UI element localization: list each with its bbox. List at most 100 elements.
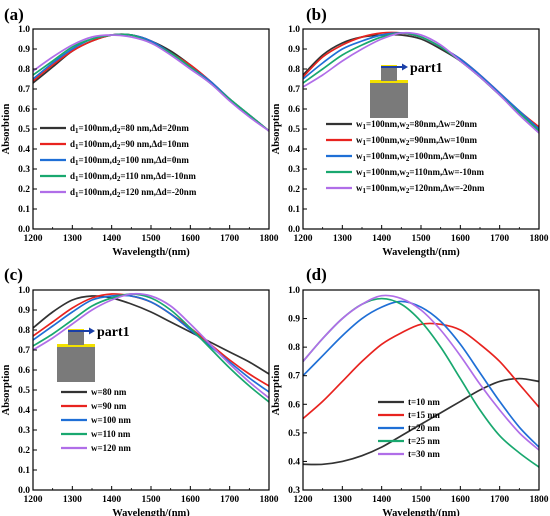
chart-panel-a: (a) 1200 1300 1400 1500 1600 1700 1800 0.0 0.1 0.2… [1,5,279,258]
x-tick-label: 1300 [63,495,82,505]
inset-label: part1 [410,61,443,76]
x-tick-label: 1300 [63,234,82,244]
legend-label-5: w=120 nm [91,443,131,453]
y-tick-label: 1.0 [18,25,30,35]
series-line-5 [303,294,539,451]
y-tick-label: 0.1 [18,205,30,215]
inset-substrate [57,346,95,382]
y-tick-label: 1.0 [18,286,30,296]
x-axis-label: Wavelength/(nm) [112,247,190,258]
x-tick-label: 1300 [333,234,352,244]
y-tick-label: 0.3 [288,165,300,175]
y-tick-label: 0.8 [18,326,30,336]
x-tick-label: 1400 [372,234,391,244]
y-axis-label: Absorption [271,103,282,154]
series-line-3 [303,300,539,448]
legend-label-2: w1=100nm,w2=90nm,Δw=10nm [356,135,478,147]
x-tick-label: 1800 [530,234,549,244]
legend-label-3: w1=100nm,w2=100nm,Δw=0nm [356,151,478,163]
y-tick-label: 0.9 [18,306,30,316]
y-tick-label: 0.8 [288,65,300,75]
plot-frame [302,289,540,491]
legend: d1=100nm,d2=80 nm,Δd=20nm d1=100nm,d2=90 … [40,123,197,199]
panel-label: (b) [306,5,327,24]
x-tick-label: 1200 [24,234,43,244]
y-tick-label: 0.5 [18,386,30,396]
x-tick-label: 1600 [181,495,200,505]
inset-film [57,344,95,347]
y-tick-label: 0.4 [288,457,300,467]
y-tick-label: 0.7 [18,346,30,356]
legend-label-5: w1=100nm,w2=120nm,Δw=-20nm [356,183,485,195]
y-tick-label: 0.4 [18,145,30,155]
y-axis-label: Absorption [271,364,282,415]
x-tick-label: 1700 [490,234,509,244]
y-tick-label: 0.2 [18,185,30,195]
legend-label-2: d1=100nm,d2=90 nm,Δd=10nm [70,139,189,151]
legend-label-4: d1=100nm,d2=110 nm,Δd=-10nm [70,171,196,183]
series-line-5 [303,31,539,134]
legend: w=80 nm w=90 nm w=100 nm w=110 nm w=120 nm [61,387,131,453]
series-line-4 [33,293,269,403]
y-tick-label: 0.2 [18,446,30,456]
x-tick-label: 1200 [294,234,313,244]
x-tick-label: 1400 [102,234,121,244]
legend-label-4: w=110 nm [91,429,131,439]
y-tick-label: 0.5 [18,125,30,135]
x-tick-label: 1400 [372,495,391,505]
y-tick-label: 1.0 [288,25,300,35]
series-line-2 [303,31,539,128]
series-line-5 [33,34,269,132]
x-tick-label: 1600 [451,495,470,505]
inset-film [370,80,408,83]
y-tick-label: 0.9 [18,45,30,55]
series-line-1 [303,33,539,130]
x-tick-label: 1200 [294,495,313,505]
legend: w1=100nm,w2=80nm,Δw=20nm w1=100nm,w2=90nm… [326,119,485,195]
inset-pillar [68,332,84,345]
y-tick-label: 0.7 [288,372,300,382]
legend-label-1: w1=100nm,w2=80nm,Δw=20nm [356,119,478,131]
x-tick-label: 1800 [530,495,549,505]
y-tick-label: 0.9 [288,315,300,325]
y-tick-label: 0.6 [288,105,300,115]
x-tick-label: 1300 [333,495,352,505]
x-tick-label: 1800 [260,495,279,505]
legend-label-1: w=80 nm [91,387,127,397]
inset-arrow-head [89,327,95,335]
y-tick-label: 0.3 [288,486,300,496]
legend-label-2: t=15 nm [408,410,440,420]
series-line-1 [33,295,269,375]
legend: t=10 nm t=15 nm t=20 nm t=25 nm t=30 nm [378,397,440,459]
y-tick-label: 0.0 [18,225,30,235]
y-tick-label: 0.4 [18,406,30,416]
x-tick-label: 1500 [412,234,431,244]
y-axis-label: Absorption [1,364,12,415]
x-axis-label: Wavelength/(nm) [382,508,460,516]
x-tick-label: 1700 [490,495,509,505]
chart-panel-b: (b) 1200 1300 1400 1500 1600 1700 1800 0.0 0.1 0.2… [271,5,549,258]
legend-label-5: t=30 nm [408,449,440,459]
series-line-5 [33,292,269,399]
y-tick-label: 0.8 [288,343,300,353]
y-tick-label: 0.1 [18,466,30,476]
series-line-3 [33,294,269,393]
chart-panel-c: (c) 1200 1300 1400 1500 1600 1700 1800 0.0 0.1 0.2… [1,265,279,516]
inset-arrow-head [402,63,408,71]
y-tick-label: 0.7 [288,85,300,95]
y-tick-label: 0.6 [288,400,300,410]
y-tick-label: 0.0 [18,486,30,496]
legend-label-1: t=10 nm [408,397,440,407]
x-tick-label: 1600 [181,234,200,244]
x-tick-label: 1800 [260,234,279,244]
chart-panel-d: (d) 1200 1300 1400 1500 1600 1700 1800 0.3 0.4 0.5… [271,265,549,516]
y-tick-label: 0.5 [288,125,300,135]
y-tick-label: 0.0 [288,225,300,235]
y-tick-label: 0.7 [18,85,30,95]
inset-label: part1 [97,325,130,340]
y-tick-label: 0.8 [18,65,30,75]
legend-label-4: w1=100nm,w2=110nm,Δw=-10nm [356,167,485,179]
y-tick-label: 0.6 [18,105,30,115]
legend-label-1: d1=100nm,d2=80 nm,Δd=20nm [70,123,189,135]
x-tick-label: 1400 [102,495,121,505]
